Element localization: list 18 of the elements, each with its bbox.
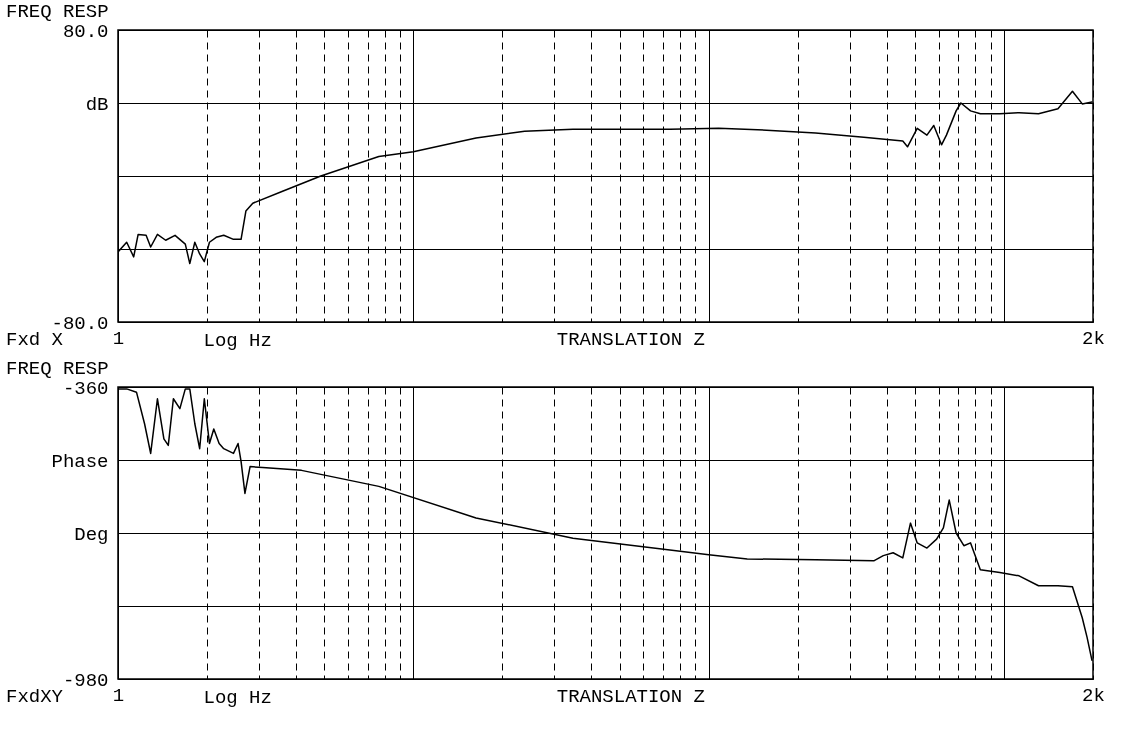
y-tick-label: -980 xyxy=(62,669,109,692)
x-tick-label: 1 xyxy=(112,327,125,350)
text: TRANSLATION Z xyxy=(556,329,705,351)
y-tick-label: 80.0 xyxy=(62,20,109,43)
text: Fxd X xyxy=(6,329,64,351)
x-axis-title: Log Hz xyxy=(203,329,272,352)
text: FxdXY xyxy=(6,686,64,708)
x-tick-label: 2k xyxy=(1082,684,1105,707)
y-tick-label: dB xyxy=(85,93,109,116)
y-tick-label: -360 xyxy=(62,377,109,400)
chart-title: FREQ RESP xyxy=(6,358,109,380)
y-tick-label: Phase xyxy=(51,450,109,473)
chart-title: FREQ RESP xyxy=(6,1,109,23)
x-tick-label: 1 xyxy=(112,684,125,707)
x-axis-title: Log Hz xyxy=(203,686,272,709)
x-tick-label: 2k xyxy=(1082,327,1105,350)
y-tick-label: Deg xyxy=(74,523,109,546)
text: TRANSLATION Z xyxy=(556,686,705,708)
